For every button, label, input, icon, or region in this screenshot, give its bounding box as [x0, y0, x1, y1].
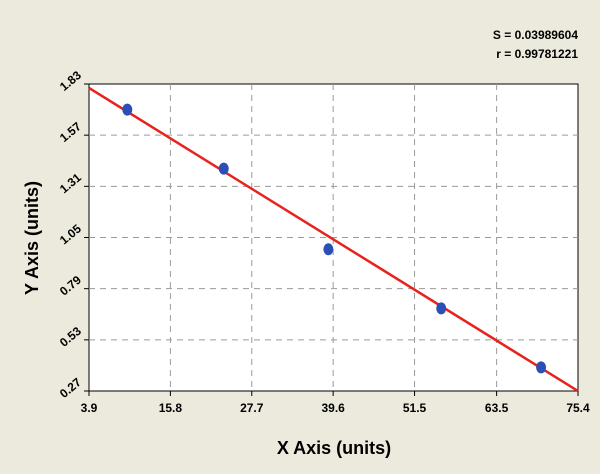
y-ticks: 0.27 0.53 0.79 1.05 1.31 1.57 1.83 — [57, 68, 89, 401]
x-tick-label: 3.9 — [81, 401, 98, 415]
x-tick-label: 51.5 — [403, 401, 427, 415]
data-point — [218, 162, 229, 175]
data-point — [536, 361, 547, 374]
data-point — [436, 302, 447, 315]
stat-s: S = 0.03989604 — [493, 28, 578, 42]
x-ticks: 3.9 15.8 27.7 39.6 51.5 63.5 75.4 — [81, 391, 590, 415]
data-point — [323, 243, 334, 256]
x-tick-label: 15.8 — [159, 401, 183, 415]
stat-r: r = 0.99781221 — [496, 47, 578, 61]
x-axis-title: X Axis (units) — [277, 438, 391, 458]
fit-line-layer — [88, 86, 579, 393]
y-tick-label: 1.31 — [57, 170, 84, 196]
points-layer — [122, 103, 547, 374]
x-tick-label: 63.5 — [485, 401, 509, 415]
y-tick-label: 0.27 — [57, 375, 84, 401]
x-tick-label: 39.6 — [321, 401, 345, 415]
y-tick-label: 1.83 — [57, 68, 84, 94]
y-tick-label: 0.53 — [57, 324, 84, 350]
y-tick-label: 1.57 — [57, 119, 84, 145]
x-tick-label: 27.7 — [240, 401, 264, 415]
y-axis-title: Y Axis (units) — [22, 181, 42, 295]
data-point — [122, 103, 133, 116]
x-tick-label: 75.4 — [566, 401, 590, 415]
fit-line — [88, 86, 579, 393]
y-tick-label: 0.79 — [57, 273, 84, 299]
y-tick-label: 1.05 — [57, 221, 84, 247]
